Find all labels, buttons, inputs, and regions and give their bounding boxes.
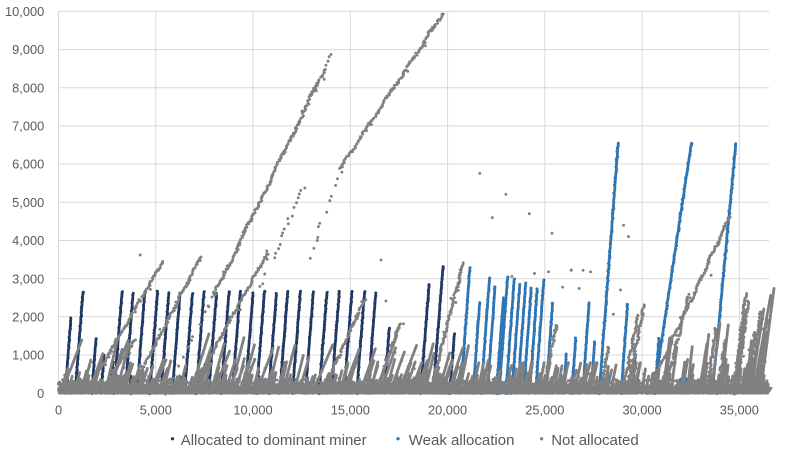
svg-text:4,000: 4,000 xyxy=(12,233,44,248)
svg-text:2,000: 2,000 xyxy=(12,309,44,324)
svg-text:3,000: 3,000 xyxy=(12,271,44,286)
svg-text:Weak allocation: Weak allocation xyxy=(409,432,515,449)
svg-text:35,000: 35,000 xyxy=(720,403,759,418)
svg-text:10,000: 10,000 xyxy=(5,4,44,19)
svg-text:7,000: 7,000 xyxy=(12,119,44,134)
svg-text:0: 0 xyxy=(37,386,44,401)
svg-text:6,000: 6,000 xyxy=(12,157,44,172)
svg-text:30,000: 30,000 xyxy=(623,403,662,418)
svg-text:5,000: 5,000 xyxy=(12,195,44,210)
svg-text:0: 0 xyxy=(55,403,62,418)
svg-text:15,000: 15,000 xyxy=(331,403,370,418)
svg-text:5,000: 5,000 xyxy=(140,403,172,418)
svg-text:1,000: 1,000 xyxy=(12,348,44,363)
svg-text:10,000: 10,000 xyxy=(233,403,272,418)
svg-text:9,000: 9,000 xyxy=(12,42,44,57)
svg-text:25,000: 25,000 xyxy=(525,403,564,418)
svg-text:20,000: 20,000 xyxy=(428,403,467,418)
svg-text:Not allocated: Not allocated xyxy=(551,432,639,449)
svg-text:8,000: 8,000 xyxy=(12,80,44,95)
svg-text:Allocated to dominant miner: Allocated to dominant miner xyxy=(181,432,367,449)
